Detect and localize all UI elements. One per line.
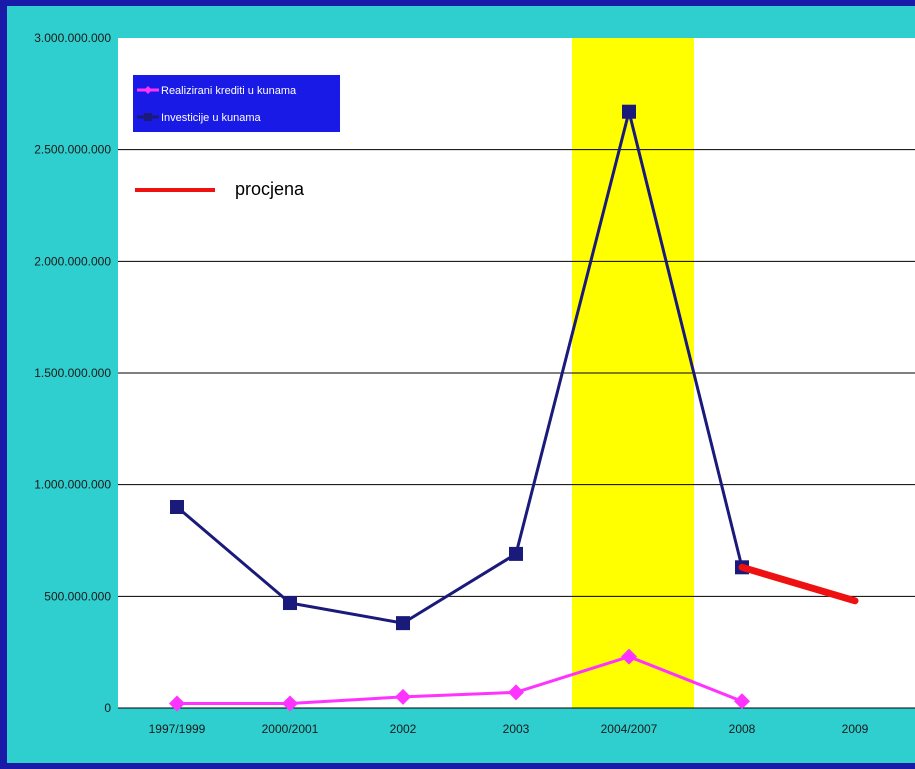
data-point-square: [396, 616, 410, 631]
y-tick-label: 2.500.000.000: [34, 143, 111, 157]
series-line: [738, 563, 859, 605]
legend-label-credits: Realizirani krediti u kunama: [161, 85, 297, 97]
series-line: [175, 110, 744, 625]
x-tick-label: 2000/2001: [262, 722, 319, 736]
data-point-diamond: [734, 693, 750, 710]
data-point-diamond: [282, 695, 298, 712]
series-line: [175, 655, 744, 706]
y-tick-label: 0: [104, 701, 111, 715]
data-point-square: [283, 596, 297, 611]
data-point-diamond: [169, 695, 185, 712]
estimate-label: procjena: [235, 179, 305, 199]
y-tick-label: 3.000.000.000: [34, 31, 111, 45]
gridlines: [118, 149, 915, 709]
y-tick-label: 500.000.000: [44, 589, 111, 603]
data-point-diamond: [621, 648, 637, 665]
x-axis-tick-labels: 1997/1999 2000/2001 2002 2003 2004/2007 2008 2…: [149, 722, 869, 736]
series-0: [169, 648, 750, 712]
x-tick-label: 2008: [729, 722, 756, 736]
data-point-square: [170, 500, 184, 514]
series-layer: [169, 104, 859, 712]
y-axis-tick-labels: 0 500.000.000 1.000.000.000 1.500.000.000 2.…: [34, 31, 111, 715]
x-tick-label: 2009: [842, 722, 869, 736]
y-tick-label: 2.000.000.000: [34, 254, 111, 268]
x-tick-label: 1997/1999: [149, 722, 206, 736]
series-1: [170, 104, 749, 631]
series-2: [738, 563, 859, 605]
legend-marker-credits: [144, 86, 152, 94]
legend-marker-investments: [144, 113, 152, 121]
legend: Realizirani krediti u kunama Investicije…: [133, 75, 340, 132]
data-point-square: [509, 546, 523, 561]
data-point-diamond: [508, 684, 524, 701]
legend-box: [133, 75, 340, 132]
chart: 0 500.000.000 1.000.000.000 1.500.000.000 2.…: [34, 31, 915, 736]
data-point-diamond: [395, 688, 411, 705]
estimate-annotation: procjena: [135, 179, 305, 199]
x-tick-label: 2002: [390, 722, 417, 736]
y-tick-label: 1.000.000.000: [34, 478, 111, 492]
data-point-square: [622, 104, 636, 119]
x-tick-label: 2003: [503, 722, 530, 736]
x-tick-label: 2004/2007: [601, 722, 658, 736]
y-tick-label: 1.500.000.000: [34, 366, 111, 380]
legend-label-investments: Investicije u kunama: [161, 112, 262, 124]
slide-background: 0 500.000.000 1.000.000.000 1.500.000.000 2.…: [7, 6, 915, 763]
